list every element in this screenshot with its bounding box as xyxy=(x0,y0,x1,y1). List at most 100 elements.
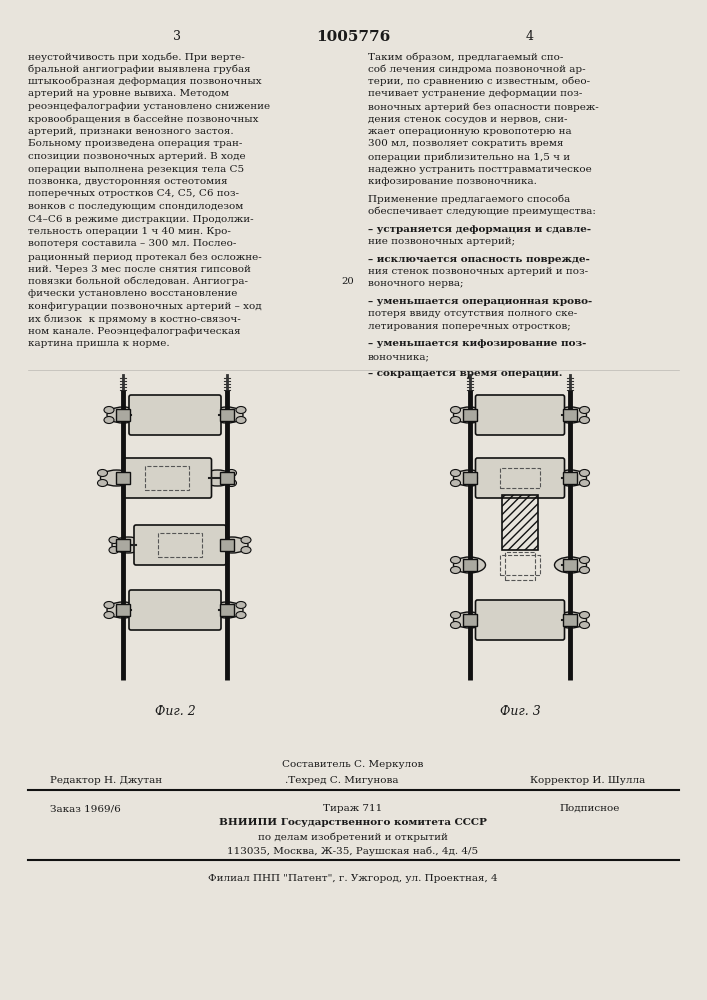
FancyBboxPatch shape xyxy=(220,472,234,484)
Ellipse shape xyxy=(450,470,460,477)
Ellipse shape xyxy=(554,470,587,486)
Text: – уменьшается кифозирование поз-: – уменьшается кифозирование поз- xyxy=(368,340,586,349)
Ellipse shape xyxy=(104,406,114,414)
Ellipse shape xyxy=(554,407,587,423)
Ellipse shape xyxy=(450,556,460,564)
Ellipse shape xyxy=(453,557,486,573)
Text: бральной ангиографии выявлена грубая: бральной ангиографии выявлена грубая xyxy=(28,64,250,74)
Ellipse shape xyxy=(450,566,460,574)
FancyBboxPatch shape xyxy=(134,525,226,565)
Text: воночных артерий без опасности повреж-: воночных артерий без опасности повреж- xyxy=(368,102,599,111)
Ellipse shape xyxy=(104,601,114,608)
Text: Фиг. 3: Фиг. 3 xyxy=(500,705,540,718)
Ellipse shape xyxy=(580,470,590,477)
Text: позвонка, двусторонняя остеотомия: позвонка, двусторонняя остеотомия xyxy=(28,177,228,186)
FancyBboxPatch shape xyxy=(116,409,130,421)
Ellipse shape xyxy=(107,602,139,618)
Text: рационный период протекал без осложне-: рационный период протекал без осложне- xyxy=(28,252,262,261)
FancyBboxPatch shape xyxy=(563,559,577,571)
FancyBboxPatch shape xyxy=(220,604,234,616)
Ellipse shape xyxy=(580,480,590,487)
Text: 20: 20 xyxy=(341,277,354,286)
FancyBboxPatch shape xyxy=(220,539,234,551)
Text: печивает устранение деформации поз-: печивает устранение деформации поз- xyxy=(368,90,583,99)
Text: летирования поперечных отростков;: летирования поперечных отростков; xyxy=(368,322,571,331)
Text: потеря ввиду отсутствия полного ске-: потеря ввиду отсутствия полного ске- xyxy=(368,310,577,318)
Text: вонков с последующим спондилодезом: вонков с последующим спондилодезом xyxy=(28,202,243,211)
Text: Составитель С. Меркулов: Составитель С. Меркулов xyxy=(282,760,423,769)
Ellipse shape xyxy=(100,470,132,486)
FancyBboxPatch shape xyxy=(476,600,564,640)
Ellipse shape xyxy=(241,536,251,544)
Ellipse shape xyxy=(450,416,460,424)
FancyBboxPatch shape xyxy=(563,614,577,626)
Text: – устраняется деформация и сдавле-: – устраняется деформация и сдавле- xyxy=(368,225,591,233)
Text: их близок  к прямому в костно-связоч-: их близок к прямому в костно-связоч- xyxy=(28,314,241,324)
Text: Тираж 711: Тираж 711 xyxy=(323,804,382,813)
Text: воночника;: воночника; xyxy=(368,352,430,361)
FancyBboxPatch shape xyxy=(116,604,130,616)
Text: надежно устранить посттравматическое: надежно устранить посттравматическое xyxy=(368,164,592,174)
FancyBboxPatch shape xyxy=(463,409,477,421)
Ellipse shape xyxy=(580,566,590,574)
Text: 4: 4 xyxy=(526,30,534,43)
Text: 113035, Москва, Ж-35, Раушская наб., 4д. 4/5: 113035, Москва, Ж-35, Раушская наб., 4д.… xyxy=(228,846,479,856)
Text: воночного нерва;: воночного нерва; xyxy=(368,279,464,288)
Ellipse shape xyxy=(450,406,460,414)
Text: дения стенок сосудов и нервов, сни-: дения стенок сосудов и нервов, сни- xyxy=(368,114,568,123)
Text: ВНИИПИ Государственного комитета СССР: ВНИИПИ Государственного комитета СССР xyxy=(219,818,487,827)
Text: конфигурации позвоночных артерий – ход: конфигурации позвоночных артерий – ход xyxy=(28,302,262,311)
Text: Редактор Н. Джутан: Редактор Н. Джутан xyxy=(50,776,162,785)
Text: соб лечения синдрома позвоночной ар-: соб лечения синдрома позвоночной ар- xyxy=(368,64,585,74)
Text: ния стенок позвоночных артерий и поз-: ния стенок позвоночных артерий и поз- xyxy=(368,267,588,276)
Text: ний. Через 3 мес после снятия гипсовой: ний. Через 3 мес после снятия гипсовой xyxy=(28,264,251,273)
FancyBboxPatch shape xyxy=(463,614,477,626)
FancyBboxPatch shape xyxy=(122,458,211,498)
Text: кифозирование позвоночника.: кифозирование позвоночника. xyxy=(368,177,537,186)
Text: терии, по сравнению с известным, обео-: терии, по сравнению с известным, обео- xyxy=(368,77,590,87)
Ellipse shape xyxy=(580,406,590,414)
Ellipse shape xyxy=(226,480,237,487)
Text: вопотеря составила – 300 мл. Послео-: вопотеря составила – 300 мл. Послео- xyxy=(28,239,236,248)
Ellipse shape xyxy=(554,557,587,573)
Text: фически установлено восстановление: фически установлено восстановление xyxy=(28,290,238,298)
Ellipse shape xyxy=(236,601,246,608)
Ellipse shape xyxy=(453,407,486,423)
Text: тельность операции 1 ч 40 мин. Кро-: тельность операции 1 ч 40 мин. Кро- xyxy=(28,227,231,236)
Text: Заказ 1969/6: Заказ 1969/6 xyxy=(50,804,121,813)
Text: реоэнцефалографии установлено снижение: реоэнцефалографии установлено снижение xyxy=(28,102,270,111)
Ellipse shape xyxy=(450,611,460,618)
Ellipse shape xyxy=(211,602,243,618)
Ellipse shape xyxy=(236,416,246,424)
Text: Фиг. 2: Фиг. 2 xyxy=(155,705,195,718)
Ellipse shape xyxy=(109,546,119,554)
Text: – уменьшается операционная крово-: – уменьшается операционная крово- xyxy=(368,297,592,306)
Text: Подписное: Подписное xyxy=(560,804,620,813)
Text: по делам изобретений и открытий: по делам изобретений и открытий xyxy=(258,832,448,842)
Ellipse shape xyxy=(241,546,251,554)
Ellipse shape xyxy=(453,470,486,486)
Ellipse shape xyxy=(236,611,246,618)
Text: поперечных отростков C4, C5, C6 поз-: поперечных отростков C4, C5, C6 поз- xyxy=(28,190,239,198)
Text: ном канале. Реоэнцефалографическая: ном канале. Реоэнцефалографическая xyxy=(28,327,240,336)
Ellipse shape xyxy=(236,406,246,414)
Ellipse shape xyxy=(226,470,237,477)
FancyBboxPatch shape xyxy=(463,472,477,484)
FancyBboxPatch shape xyxy=(116,472,130,484)
Text: жает операционную кровопотерю на: жает операционную кровопотерю на xyxy=(368,127,572,136)
Ellipse shape xyxy=(580,621,590,629)
Text: Больному произведена операция тран-: Больному произведена операция тран- xyxy=(28,139,243,148)
FancyBboxPatch shape xyxy=(129,395,221,435)
Ellipse shape xyxy=(450,480,460,487)
Text: Применение предлагаемого способа: Применение предлагаемого способа xyxy=(368,194,571,204)
Ellipse shape xyxy=(98,470,107,477)
Text: Таким образом, предлагаемый спо-: Таким образом, предлагаемый спо- xyxy=(368,52,563,62)
Ellipse shape xyxy=(112,537,144,553)
Text: повязки больной обследован. Ангиогра-: повязки больной обследован. Ангиогра- xyxy=(28,277,248,286)
Text: спозиции позвоночных артерий. В ходе: спозиции позвоночных артерий. В ходе xyxy=(28,152,245,161)
Text: 1005776: 1005776 xyxy=(316,30,390,44)
Ellipse shape xyxy=(201,470,233,486)
Text: .Техред С. Мигунова: .Техред С. Мигунова xyxy=(285,776,399,785)
Text: картина пришла к норме.: картина пришла к норме. xyxy=(28,340,170,349)
Text: ние позвоночных артерий;: ние позвоночных артерий; xyxy=(368,237,515,246)
